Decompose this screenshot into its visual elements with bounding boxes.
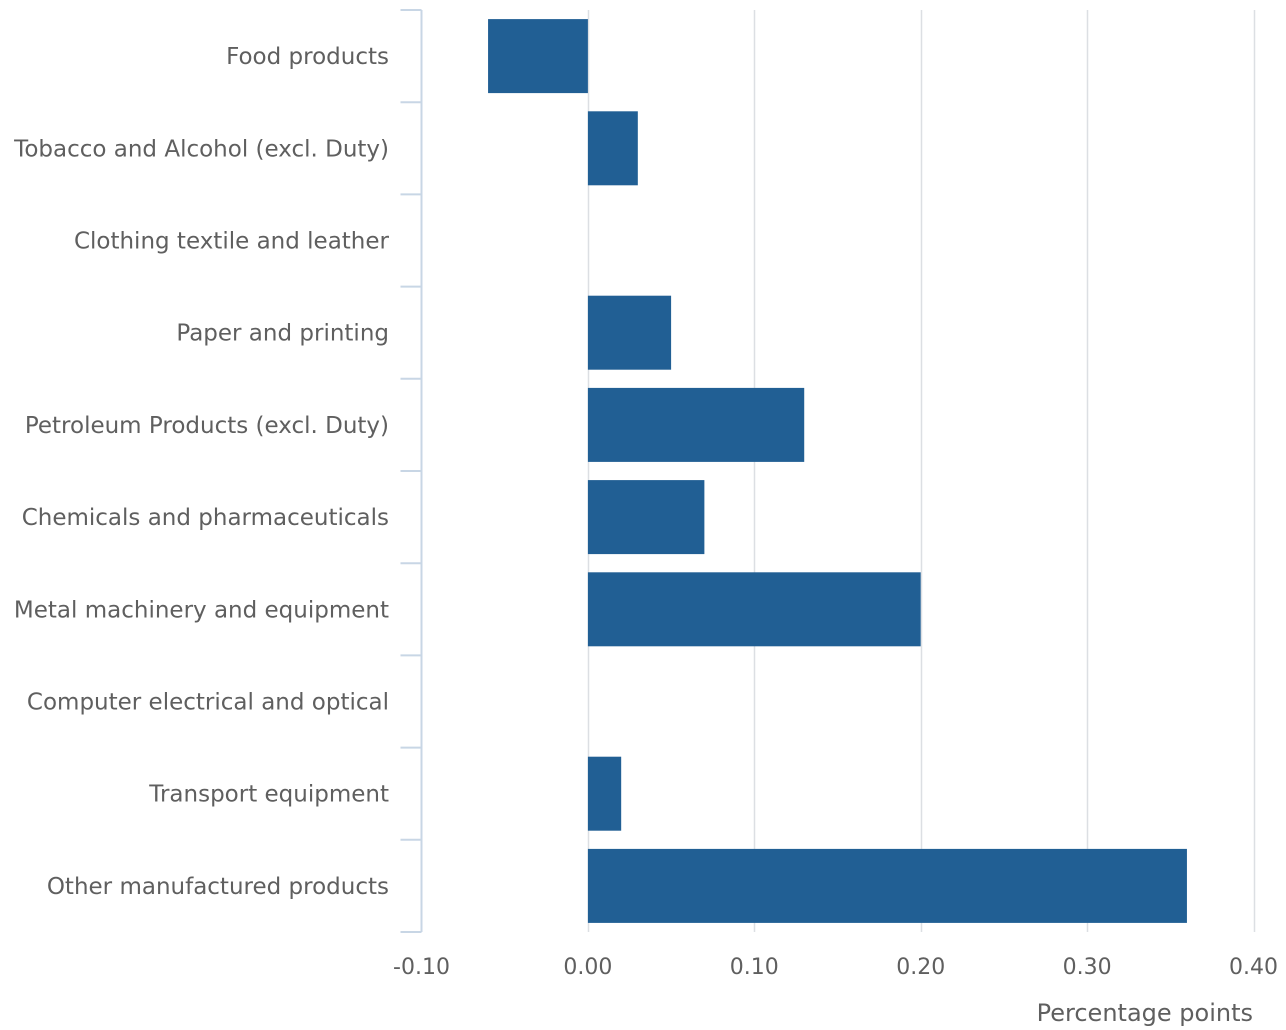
gridlines <box>587 10 1256 932</box>
x-tick-label: 0.00 <box>563 955 612 980</box>
category-label: Computer electrical and optical <box>27 690 389 716</box>
category-label: Food products <box>226 44 389 70</box>
x-tick-label: 0.30 <box>1063 955 1112 980</box>
bar <box>587 848 1187 923</box>
bar <box>587 480 705 555</box>
bar <box>587 756 622 831</box>
x-tick-label: -0.10 <box>393 955 450 980</box>
y-axis <box>400 9 423 933</box>
bar <box>587 295 672 370</box>
category-label: Tobacco and Alcohol (excl. Duty) <box>13 136 389 162</box>
x-axis-title: Percentage points <box>1037 999 1253 1027</box>
bar <box>488 19 588 94</box>
x-tick-label: 0.20 <box>896 955 945 980</box>
category-label: Metal machinery and equipment <box>14 597 389 623</box>
x-tick-label: 0.40 <box>1229 955 1278 980</box>
bar <box>587 572 921 647</box>
bar <box>587 111 638 186</box>
category-label: Transport equipment <box>148 782 389 808</box>
bar <box>587 387 805 462</box>
category-label: Clothing textile and leather <box>74 229 390 255</box>
x-tick-label: 0.10 <box>730 955 779 980</box>
category-labels: Food products Tobacco and Alcohol (excl. … <box>13 44 389 900</box>
bars <box>488 19 1187 923</box>
category-label: Other manufactured products <box>47 874 389 900</box>
category-label: Paper and printing <box>176 321 389 347</box>
category-label: Chemicals and pharmaceuticals <box>22 505 389 531</box>
x-tick-labels: -0.10 0.00 0.10 0.20 0.30 0.40 <box>393 955 1278 980</box>
category-label: Petroleum Products (excl. Duty) <box>25 413 389 439</box>
